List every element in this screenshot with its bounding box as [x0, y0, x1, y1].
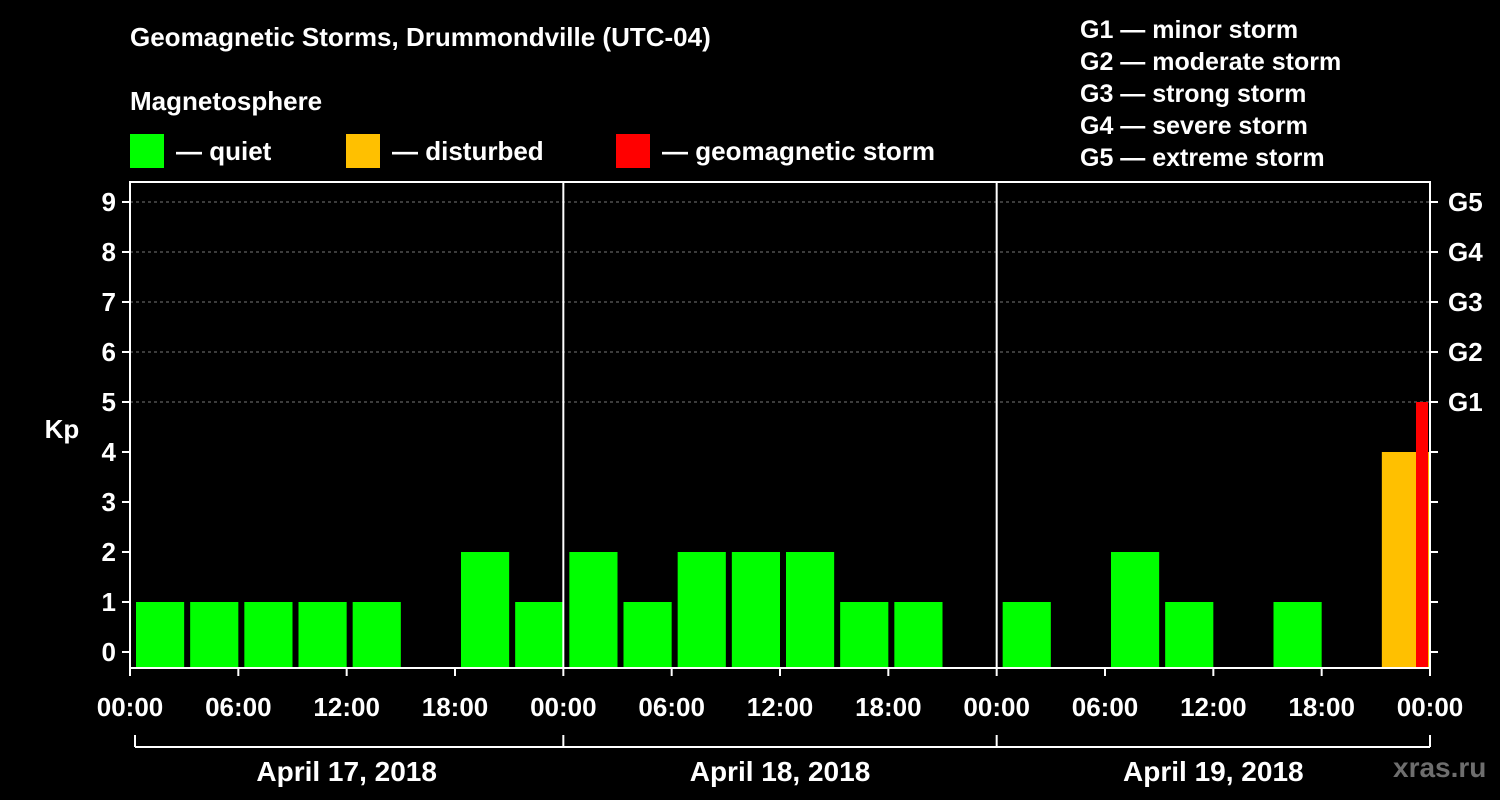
g-level-label: G4 — [1448, 237, 1483, 267]
kp-bar — [298, 602, 347, 668]
date-label: April 19, 2018 — [1123, 756, 1304, 787]
g-level-label: G1 — [1448, 387, 1483, 417]
g-scale-item: G4 — severe storm — [1080, 112, 1308, 140]
kp-bar — [677, 552, 726, 668]
x-tick-label: 12:00 — [747, 692, 814, 722]
y-tick-label: 2 — [102, 537, 116, 567]
y-axis-label: Kp — [45, 414, 80, 444]
y-tick-label: 1 — [102, 587, 116, 617]
y-tick-label: 9 — [102, 187, 116, 217]
legend-disturbed-label: — disturbed — [392, 135, 544, 166]
kp-bar — [1416, 402, 1428, 668]
legend-storm: — geomagnetic storm — [616, 134, 935, 168]
x-tick-label: 00:00 — [530, 692, 597, 722]
x-tick-label: 06:00 — [638, 692, 705, 722]
legend-disturbed: — disturbed — [346, 134, 544, 168]
g-level-label: G3 — [1448, 287, 1483, 317]
legend-storm-swatch — [616, 134, 650, 168]
y-tick-label: 8 — [102, 237, 116, 267]
y-tick-label: 6 — [102, 337, 116, 367]
g-scale-item: G1 — minor storm — [1080, 16, 1299, 44]
y-tick-label: 4 — [102, 437, 117, 467]
kp-bar — [569, 552, 618, 668]
date-label: April 18, 2018 — [690, 756, 871, 787]
kp-bar — [461, 552, 510, 668]
y-tick-label: 7 — [102, 287, 116, 317]
kp-bar — [1111, 552, 1160, 668]
legend-quiet: — quiet — [130, 134, 271, 168]
legend-storm-label: — geomagnetic storm — [662, 135, 936, 166]
y-tick-label: 0 — [102, 637, 116, 667]
x-tick-label: 00:00 — [1397, 692, 1464, 722]
x-tick-label: 12:00 — [1180, 692, 1247, 722]
kp-bar — [515, 602, 564, 668]
g-scale-item: G3 — strong storm — [1080, 80, 1307, 108]
x-tick-label: 00:00 — [97, 692, 164, 722]
kp-bar — [136, 602, 185, 668]
kp-bar — [1002, 602, 1051, 668]
g-scale-item: G2 — moderate storm — [1080, 48, 1342, 76]
legend-disturbed-swatch — [346, 134, 380, 168]
x-tick-label: 12:00 — [313, 692, 380, 722]
kp-bar — [623, 602, 672, 668]
kp-bar — [190, 602, 239, 668]
kp-bar — [1273, 602, 1322, 668]
g-scale-list: G1 — minor storm G2 — moderate storm G3 … — [1080, 14, 1341, 174]
kp-bar — [1165, 602, 1214, 668]
g-level-label: G2 — [1448, 337, 1483, 367]
chart-subtitle: Magnetosphere — [130, 86, 323, 116]
x-tick-label: 18:00 — [422, 692, 489, 722]
legend-quiet-swatch — [130, 134, 164, 168]
x-tick-label: 06:00 — [1072, 692, 1139, 722]
kp-bar — [894, 602, 943, 668]
legend-quiet-label: — quiet — [176, 135, 272, 166]
chart-title: Geomagnetic Storms, Drummondville (UTC-0… — [130, 22, 711, 52]
x-tick-label: 18:00 — [855, 692, 922, 722]
kp-bar — [840, 602, 889, 668]
g-level-label: G5 — [1448, 187, 1483, 217]
kp-bar — [786, 552, 835, 668]
kp-bar — [352, 602, 401, 668]
y-tick-label: 5 — [102, 387, 116, 417]
x-tick-label: 06:00 — [205, 692, 272, 722]
kp-bar — [731, 552, 780, 668]
date-label: April 17, 2018 — [256, 756, 437, 787]
x-tick-label: 18:00 — [1288, 692, 1355, 722]
kp-bar — [244, 602, 293, 668]
watermark: xras.ru — [1393, 752, 1487, 783]
y-tick-label: 3 — [102, 487, 116, 517]
g-scale-item: G5 — extreme storm — [1080, 144, 1325, 172]
x-tick-label: 00:00 — [963, 692, 1030, 722]
